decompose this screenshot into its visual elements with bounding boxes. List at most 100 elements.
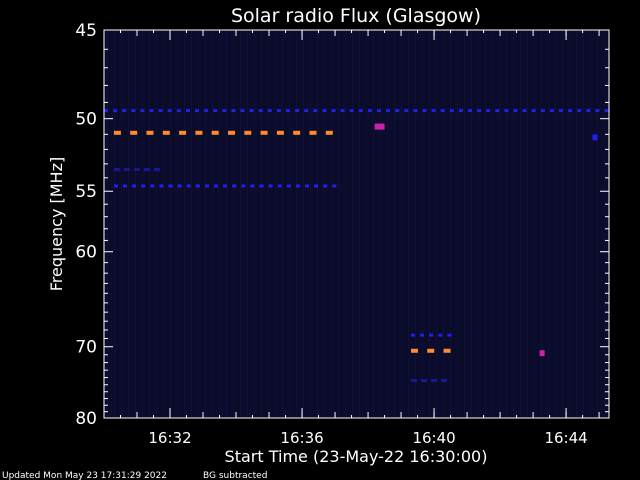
noise-streak bbox=[121, 31, 122, 417]
dash-segment bbox=[133, 168, 140, 172]
dash-segment bbox=[386, 109, 391, 113]
dash-segment bbox=[504, 109, 509, 113]
dash-segment bbox=[531, 109, 536, 113]
noise-streak bbox=[569, 31, 570, 417]
dash-segment bbox=[340, 109, 345, 113]
dash-segment bbox=[420, 378, 427, 382]
dash-segment bbox=[222, 109, 227, 113]
noise-streak bbox=[534, 31, 535, 417]
dash-segment bbox=[167, 109, 172, 113]
dash-segment bbox=[258, 109, 263, 113]
noise-streak bbox=[359, 31, 360, 417]
noise-streak bbox=[429, 31, 430, 417]
noise-streak bbox=[338, 31, 339, 417]
noise-streak bbox=[177, 31, 178, 417]
dash-segment bbox=[549, 109, 554, 113]
dash-segment bbox=[604, 109, 609, 113]
dash-segment bbox=[568, 109, 573, 113]
noise-streak bbox=[520, 31, 521, 417]
x-axis-ticks: 16:32 16:36 16:40 16:44 bbox=[103, 30, 600, 447]
noise-streak bbox=[324, 31, 325, 417]
dash-segment bbox=[143, 168, 150, 172]
dash-segment bbox=[577, 109, 582, 113]
dash-segment bbox=[540, 109, 545, 113]
dash-segment bbox=[286, 109, 290, 113]
dash-segment bbox=[477, 109, 482, 113]
dash-segment bbox=[168, 184, 173, 188]
noise-streak bbox=[310, 31, 311, 417]
dash-segment bbox=[260, 130, 268, 135]
dash-segment bbox=[422, 109, 427, 113]
dash-segment bbox=[323, 184, 328, 188]
dash-segment bbox=[122, 109, 127, 113]
dash-segment bbox=[204, 109, 209, 113]
noise-streak bbox=[345, 31, 346, 417]
dash-segment bbox=[186, 184, 191, 188]
dash-segment bbox=[595, 109, 600, 113]
dash-segment bbox=[404, 109, 409, 113]
dash-segment bbox=[443, 348, 451, 353]
dash-segment bbox=[185, 109, 190, 113]
dash-segment bbox=[104, 109, 108, 113]
noise-streak bbox=[135, 31, 136, 417]
noise-streak bbox=[583, 31, 584, 417]
plot-background bbox=[104, 30, 609, 418]
noise-streak bbox=[156, 31, 157, 417]
y-tick-label: 70 bbox=[75, 338, 97, 358]
noise-streak bbox=[478, 31, 479, 417]
noise-streak bbox=[191, 31, 192, 417]
dash-segment bbox=[286, 184, 291, 188]
dash-segment bbox=[447, 333, 452, 337]
dash-segment bbox=[430, 378, 437, 382]
noise-streak bbox=[107, 31, 108, 417]
noise-streak bbox=[184, 31, 185, 417]
dash-segment bbox=[304, 109, 309, 113]
dash-segment bbox=[195, 109, 199, 113]
noise-streak bbox=[506, 31, 507, 417]
noise-streak bbox=[226, 31, 227, 417]
x-tick-label: 16:36 bbox=[280, 429, 323, 447]
dash-segment bbox=[177, 184, 182, 188]
noise-streak bbox=[394, 31, 395, 417]
noise-streak bbox=[289, 31, 290, 417]
noise-streak bbox=[296, 31, 297, 417]
dash-segment bbox=[158, 109, 163, 113]
x-tick-label: 16:32 bbox=[148, 429, 191, 447]
dash-segment bbox=[277, 184, 282, 188]
noise-streak bbox=[149, 31, 150, 417]
dash-segment bbox=[309, 130, 317, 135]
noise-streak bbox=[555, 31, 556, 417]
dash-segment bbox=[429, 333, 434, 337]
dash-segment bbox=[295, 109, 300, 113]
dash-segment bbox=[305, 184, 310, 188]
noise-streak bbox=[415, 31, 416, 417]
dash-segment bbox=[123, 168, 130, 172]
x-tick-label: 16:44 bbox=[544, 429, 587, 447]
dash-segment bbox=[141, 184, 146, 188]
dash-segment bbox=[211, 130, 219, 135]
noise-streak bbox=[597, 31, 598, 417]
dash-segment bbox=[276, 130, 284, 135]
dash-segment bbox=[377, 109, 381, 113]
noise-streak bbox=[590, 31, 591, 417]
noise-streak bbox=[485, 31, 486, 417]
noise-streak bbox=[212, 31, 213, 417]
dash-segment bbox=[223, 184, 228, 188]
noise-streak bbox=[331, 31, 332, 417]
noise-streak bbox=[128, 31, 129, 417]
dash-segment bbox=[276, 109, 281, 113]
y-axis-ticks: 45 50 55 60 70 80 bbox=[75, 21, 609, 429]
dash-segment bbox=[293, 130, 301, 135]
dash-segment bbox=[132, 184, 137, 188]
dash-segment bbox=[240, 109, 245, 113]
dash-segment bbox=[268, 184, 273, 188]
dash-segment bbox=[150, 184, 155, 188]
dash-segment bbox=[113, 184, 118, 188]
noise-streak bbox=[240, 31, 241, 417]
dash-segment bbox=[522, 109, 527, 113]
dash-segment bbox=[349, 109, 354, 113]
dash-segment bbox=[228, 130, 236, 135]
dash-segment bbox=[113, 168, 120, 172]
dash-segment bbox=[410, 378, 417, 382]
noise-streak bbox=[408, 31, 409, 417]
